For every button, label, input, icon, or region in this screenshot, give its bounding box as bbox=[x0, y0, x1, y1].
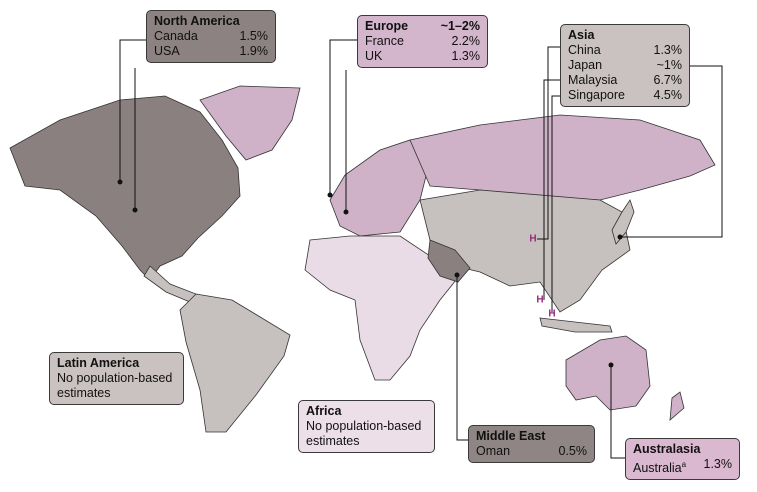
country: Australia bbox=[633, 461, 682, 476]
north-asia bbox=[409, 114, 716, 201]
map-marker: H bbox=[536, 295, 543, 306]
country: Oman bbox=[476, 444, 511, 458]
callout-text: No population-based estimates bbox=[57, 371, 173, 400]
australia bbox=[565, 335, 651, 411]
callout-africa: Africa No population-based estimates bbox=[298, 400, 435, 453]
callout-title: North America bbox=[154, 14, 240, 28]
callout-latin-america: Latin America No population-based estima… bbox=[49, 352, 184, 405]
callout-asia: Asia China 1.3% Japan ~1% Malaysia 6.7% Sin… bbox=[560, 24, 690, 107]
callout-title: Europe bbox=[365, 19, 409, 33]
callout-europe: Europe ~1–2% France 2.2% UK 1.3% bbox=[357, 15, 488, 68]
callout-north-america: North America Canada 1.5% USA 1.9% bbox=[146, 10, 276, 63]
japan bbox=[611, 199, 635, 245]
country: France bbox=[365, 34, 404, 48]
value: 1.3% bbox=[703, 457, 733, 471]
callout-middle-east: Middle East Oman 0.5% bbox=[468, 425, 595, 463]
value: 1.9% bbox=[239, 44, 269, 58]
value: 0.5% bbox=[558, 444, 588, 458]
map-marker: H bbox=[548, 309, 555, 320]
country: China bbox=[568, 43, 601, 57]
new-zealand bbox=[669, 391, 685, 421]
country: UK bbox=[365, 49, 383, 63]
map-marker: H bbox=[529, 234, 536, 245]
callout-title: Asia bbox=[568, 28, 595, 42]
value: 6.7% bbox=[653, 73, 683, 87]
indonesia bbox=[539, 317, 613, 333]
footnote-mark: a bbox=[681, 460, 687, 469]
africa bbox=[304, 235, 457, 381]
country: Japan bbox=[568, 58, 603, 72]
value: ~1% bbox=[656, 58, 682, 72]
value: 1.3% bbox=[451, 49, 481, 63]
callout-title: Africa bbox=[306, 404, 342, 418]
callout-title: Australasia bbox=[633, 442, 701, 456]
europe bbox=[329, 139, 431, 237]
callout-title: Middle East bbox=[476, 429, 546, 443]
south-america bbox=[179, 293, 291, 433]
callout-text: No population-based estimates bbox=[306, 419, 422, 448]
middle-east bbox=[427, 239, 471, 283]
greenland bbox=[199, 85, 301, 161]
callout-australasia: Australasia Australiaa 1.3% bbox=[625, 438, 740, 481]
value: 4.5% bbox=[653, 88, 683, 102]
country: Singapore bbox=[568, 88, 625, 102]
callout-title: Latin America bbox=[57, 356, 140, 370]
value: 2.2% bbox=[451, 34, 481, 48]
leader-lines bbox=[119, 39, 723, 459]
north-america bbox=[9, 95, 241, 281]
country: Canada bbox=[154, 29, 198, 43]
country: Malaysia bbox=[568, 73, 618, 87]
location-dots bbox=[117, 179, 623, 368]
value: 1.3% bbox=[653, 43, 683, 57]
country: USA bbox=[154, 44, 180, 58]
value: 1.5% bbox=[239, 29, 269, 43]
callout-title-value: ~1–2% bbox=[440, 19, 480, 33]
central-america bbox=[143, 265, 197, 303]
